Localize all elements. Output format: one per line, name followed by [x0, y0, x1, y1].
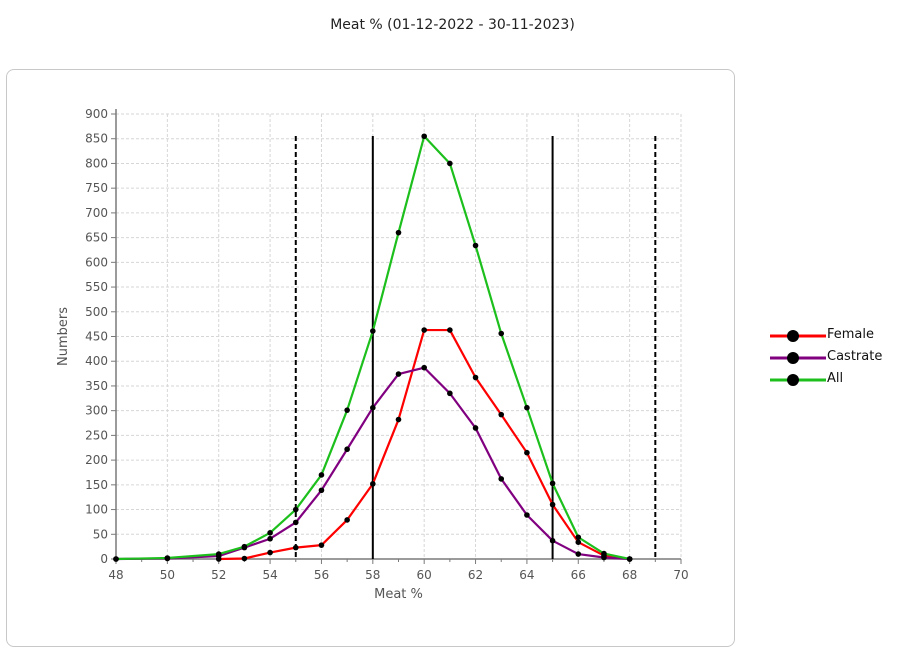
x-tick-label: 60	[417, 568, 432, 582]
data-point-female	[292, 544, 299, 551]
x-tick-label: 68	[622, 568, 637, 582]
data-point-castrate	[524, 512, 530, 518]
data-point-all	[601, 550, 607, 557]
chart-legend: Female Castrate All	[768, 325, 905, 391]
data-point-female	[421, 327, 427, 333]
data-point-all	[318, 472, 325, 478]
data-point-female	[267, 549, 273, 556]
y-tick-label: 50	[93, 527, 108, 541]
y-tick-label: 200	[85, 453, 108, 467]
y-tick-label: 450	[85, 330, 108, 344]
y-tick-label: 550	[85, 280, 108, 294]
data-point-all	[395, 229, 402, 236]
data-point-all	[626, 556, 633, 562]
data-point-castrate	[472, 425, 479, 431]
legend-item-all: All	[768, 369, 905, 391]
y-tick-label: 250	[85, 428, 108, 442]
data-point-castrate	[267, 535, 273, 542]
y-tick-label: 100	[85, 503, 108, 517]
x-tick-label: 54	[262, 568, 277, 582]
data-point-castrate	[601, 554, 607, 561]
data-point-all	[215, 551, 222, 557]
data-point-all	[164, 555, 171, 561]
y-tick-label: 150	[85, 478, 108, 492]
data-point-all	[472, 242, 479, 249]
data-point-castrate	[421, 364, 427, 371]
y-tick-label: 350	[85, 379, 108, 393]
data-point-all	[421, 133, 427, 140]
y-tick-label: 300	[85, 404, 108, 418]
x-tick-label: 52	[211, 568, 226, 582]
data-point-castrate	[549, 537, 556, 544]
data-point-all	[549, 480, 556, 487]
data-point-castrate	[370, 404, 376, 411]
legend-swatch-castrate	[770, 352, 826, 364]
x-tick-label: 58	[365, 568, 380, 582]
x-tick-label: 70	[673, 568, 688, 582]
x-tick-label: 48	[108, 568, 123, 582]
y-tick-label: 850	[85, 132, 108, 146]
y-tick-label: 650	[85, 231, 108, 245]
y-tick-label: 400	[85, 354, 108, 368]
data-point-castrate	[575, 551, 582, 557]
y-tick-label: 800	[85, 156, 108, 170]
data-point-female	[524, 449, 530, 456]
chart-title: Meat % (01-12-2022 - 30-11-2023)	[330, 17, 575, 33]
x-tick-label: 64	[519, 568, 534, 582]
data-point-all	[498, 330, 505, 337]
legend-label: Castrate	[827, 349, 883, 364]
data-point-all	[292, 506, 299, 513]
chart-panel: 0 50 100 150 200 250 300 350 400 450 500 550 600 650 7…	[6, 69, 735, 647]
data-point-female	[447, 327, 453, 333]
data-point-castrate	[447, 390, 453, 397]
y-tick-label: 600	[85, 255, 108, 269]
data-point-female	[395, 416, 402, 423]
data-point-castrate	[292, 519, 299, 526]
chart-plot: 0 50 100 150 200 250 300 350 400 450 500 550 600 650 7…	[56, 107, 689, 602]
legend-swatch-female	[770, 330, 826, 342]
data-point-female	[344, 517, 350, 523]
x-tick-label: 66	[571, 568, 586, 582]
data-point-all	[524, 404, 530, 411]
data-point-castrate	[395, 371, 402, 377]
x-tick-label: 56	[314, 568, 329, 582]
legend-label: Female	[827, 327, 875, 342]
legend-label: All	[827, 371, 844, 386]
data-point-female	[370, 481, 376, 487]
data-point-all	[113, 556, 119, 562]
data-point-female	[241, 555, 248, 562]
x-tick-label: 62	[468, 568, 483, 582]
data-point-castrate	[344, 446, 350, 453]
data-point-female	[575, 539, 582, 545]
y-axis-label: Numbers	[56, 307, 71, 366]
data-point-castrate	[318, 487, 325, 494]
data-point-all	[344, 407, 350, 413]
y-tick-label: 900	[85, 107, 108, 121]
data-point-all	[447, 160, 453, 167]
legend-item-female: Female	[768, 325, 905, 347]
x-tick-label: 50	[160, 568, 175, 582]
y-tick-label: 0	[100, 552, 108, 566]
data-point-female	[549, 501, 556, 508]
data-point-female	[472, 374, 479, 381]
legend-swatch-all	[770, 374, 826, 386]
x-axis-label: Meat %	[374, 587, 423, 602]
y-tick-label: 700	[85, 206, 108, 220]
y-tick-label: 500	[85, 305, 108, 319]
legend-item-castrate: Castrate	[768, 347, 905, 369]
data-point-all	[575, 534, 582, 541]
data-point-all	[241, 543, 248, 550]
y-tick-label: 750	[85, 181, 108, 195]
data-point-all	[370, 328, 376, 334]
data-point-female	[498, 411, 505, 418]
data-point-all	[267, 529, 273, 536]
data-point-female	[318, 542, 325, 548]
data-point-castrate	[498, 476, 505, 482]
